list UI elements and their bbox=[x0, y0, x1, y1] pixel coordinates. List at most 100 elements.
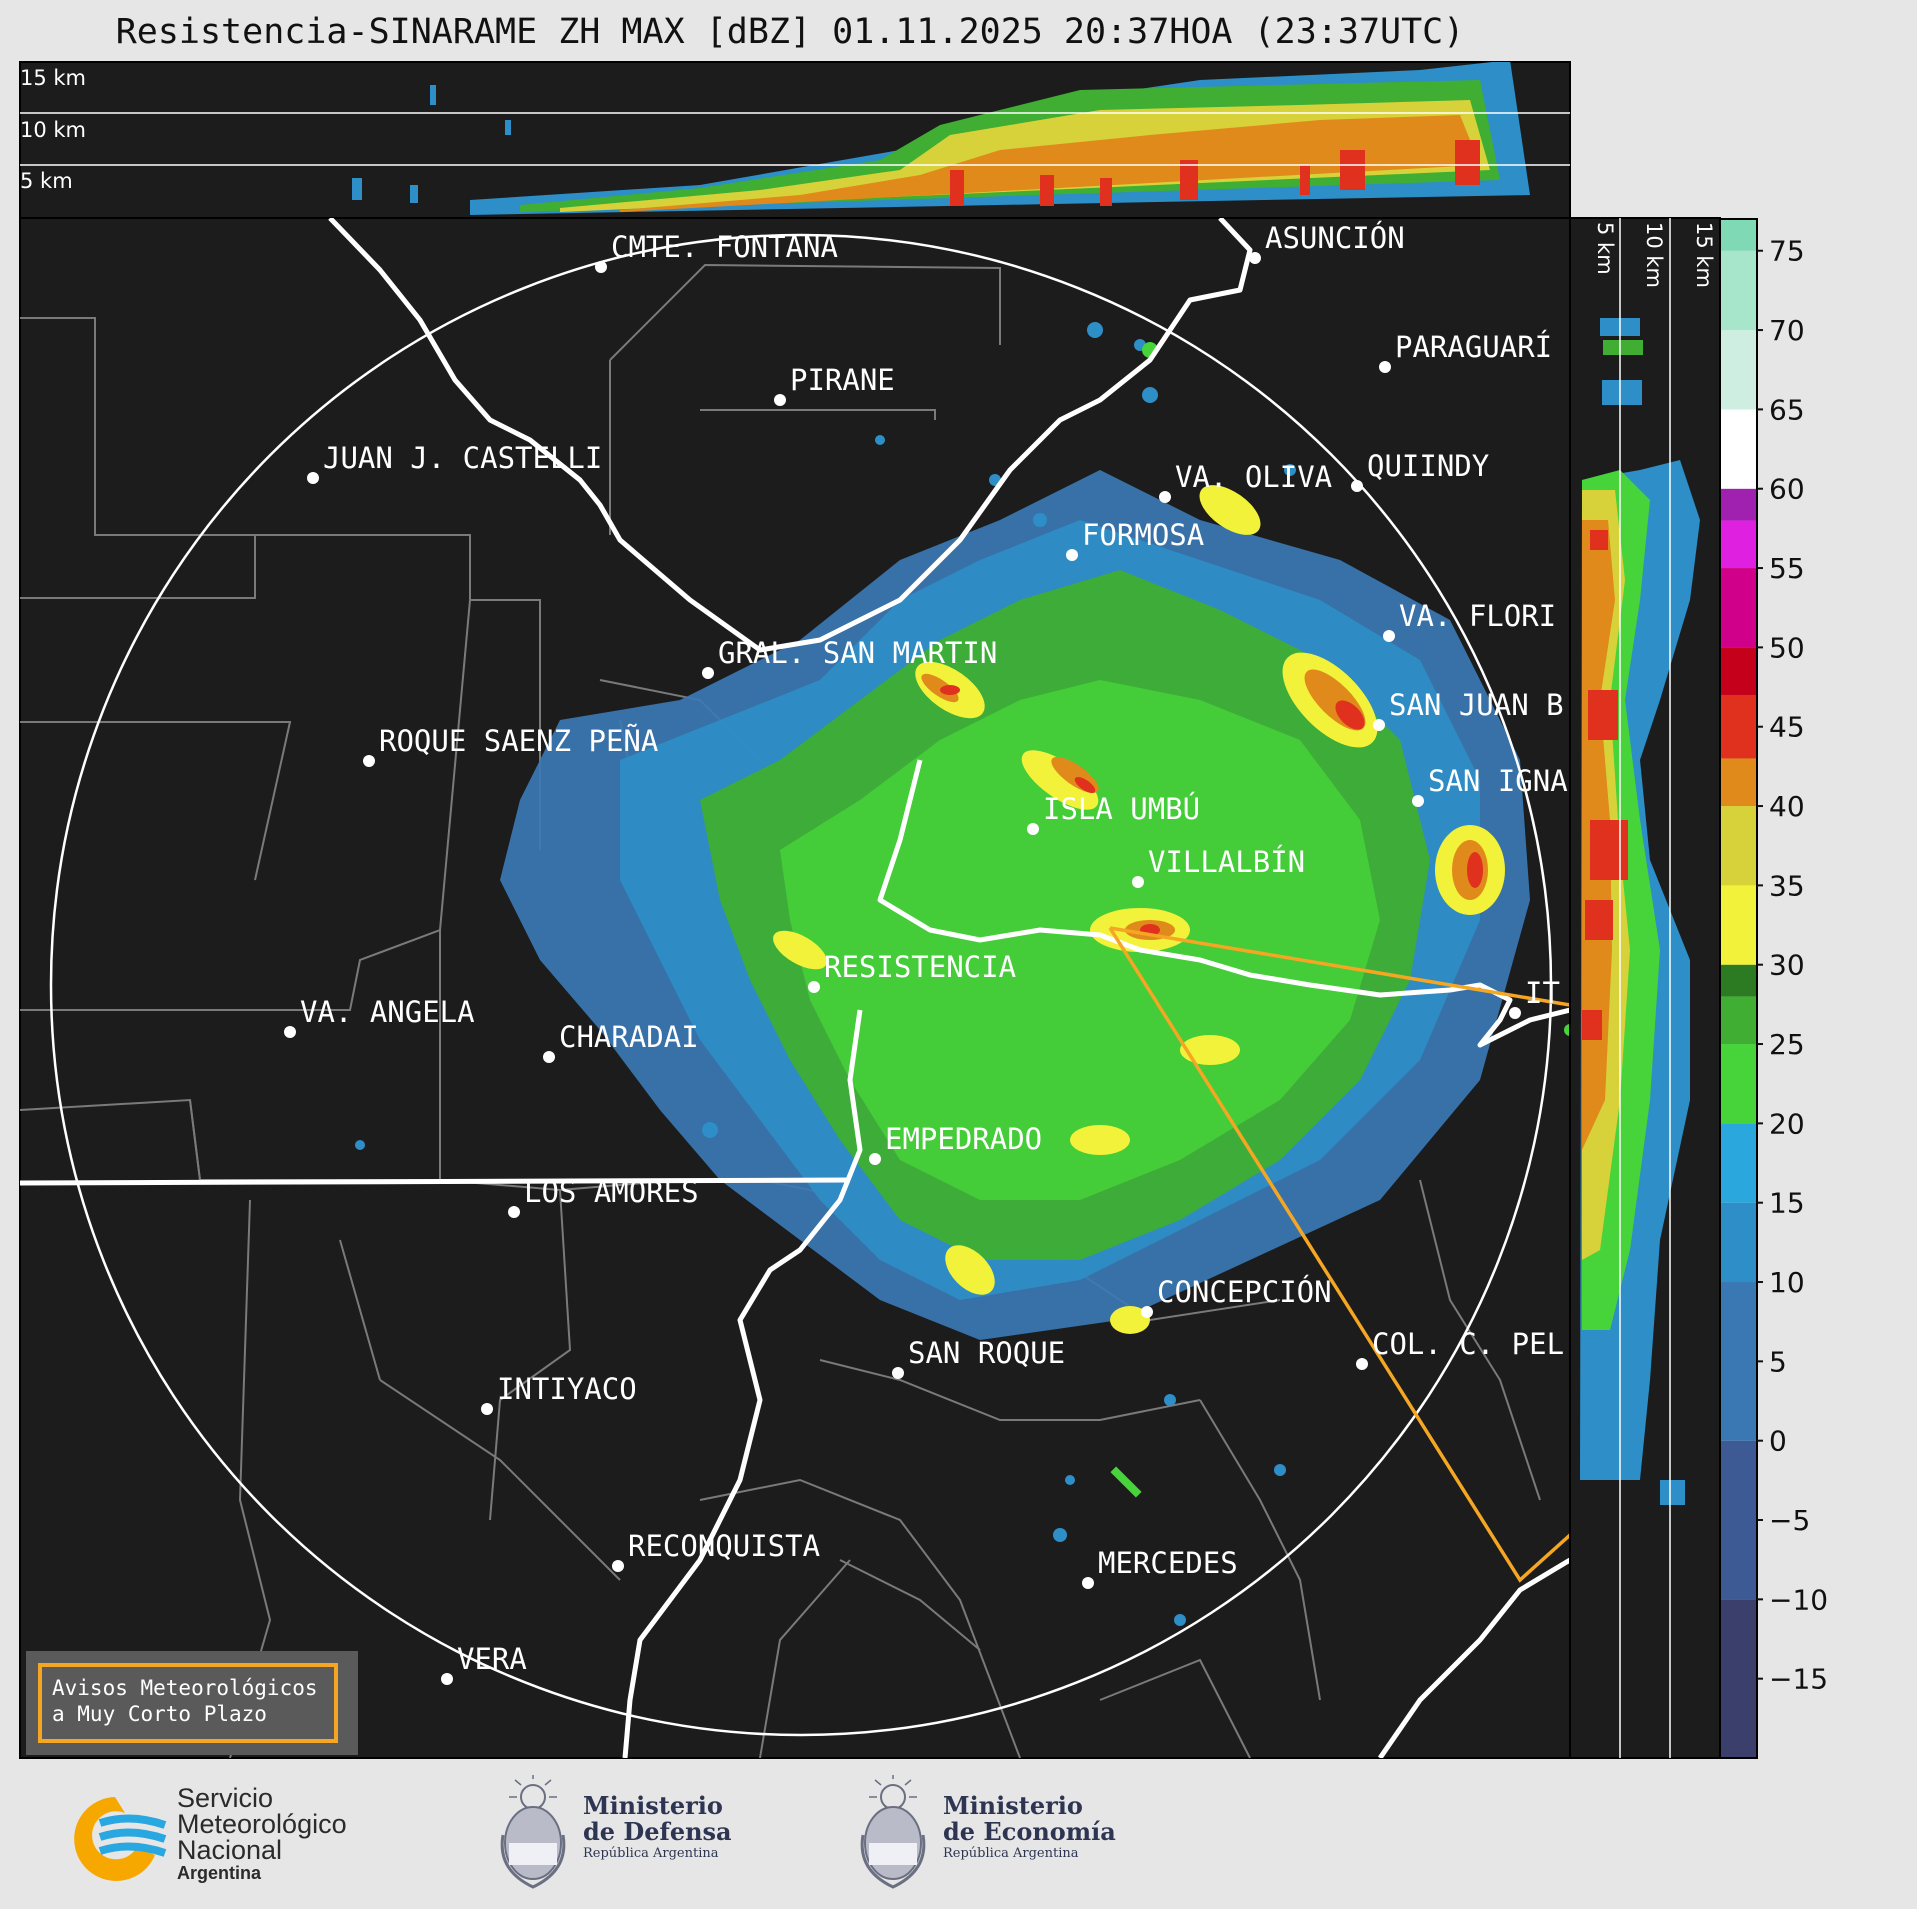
colorbar-tick-label: 25 bbox=[1769, 1028, 1805, 1061]
range-ring bbox=[49, 233, 1553, 1737]
city-marker: FORMOSA bbox=[1066, 518, 1204, 561]
city-name: COL. C. PEL bbox=[1372, 1327, 1564, 1361]
colorbar-segment bbox=[1720, 330, 1757, 410]
right-height-label-15: 15 km bbox=[1692, 222, 1716, 288]
colorbar-segment bbox=[1720, 1044, 1757, 1124]
city-name: PARAGUARÍ bbox=[1395, 330, 1552, 364]
national-shield-icon bbox=[500, 1775, 566, 1889]
smn-line4: Argentina bbox=[177, 1863, 262, 1883]
city-marker: SAN ROQUE bbox=[892, 1336, 1065, 1379]
city-dot bbox=[1509, 1007, 1521, 1019]
defensa-logo: Ministerio de Defensa República Argentin… bbox=[495, 1775, 765, 1895]
city-dot bbox=[1412, 795, 1424, 807]
city-name: EMPEDRADO bbox=[885, 1122, 1042, 1156]
city-name: ROQUE SAENZ PEÑA bbox=[379, 724, 658, 758]
colorbar-tick-label: 5 bbox=[1769, 1345, 1787, 1378]
city-marker: IT bbox=[1509, 976, 1560, 1019]
city-dot bbox=[1027, 823, 1039, 835]
top-height-label-5: 5 km bbox=[20, 169, 73, 193]
city-dot bbox=[1373, 719, 1385, 731]
city-marker: ISLA UMBÚ bbox=[1027, 792, 1200, 835]
colorbar-segment bbox=[1720, 694, 1757, 759]
city-dot bbox=[892, 1367, 904, 1379]
colorbar-segment bbox=[1720, 568, 1757, 648]
city-marker: EMPEDRADO bbox=[869, 1122, 1042, 1165]
city-marker: VA. FLORI bbox=[1383, 599, 1556, 642]
city-name: MERCEDES bbox=[1098, 1546, 1238, 1580]
city-name: GRAL. SAN MARTIN bbox=[718, 636, 997, 670]
colorbar bbox=[1720, 219, 1757, 1758]
city-dot bbox=[284, 1026, 296, 1038]
right-height-label-5: 5 km bbox=[1593, 222, 1617, 275]
city-marker: ASUNCIÓN bbox=[1249, 221, 1405, 264]
city-name: QUIINDY bbox=[1367, 449, 1489, 483]
economia-line3: República Argentina bbox=[943, 1846, 1079, 1861]
city-marker: GRAL. SAN MARTIN bbox=[702, 636, 997, 679]
city-name: SAN JUAN B bbox=[1389, 688, 1564, 722]
city-name: VA. OLIVA bbox=[1175, 460, 1332, 494]
city-marker: VILLALBÍN bbox=[1132, 845, 1305, 888]
city-dot bbox=[508, 1206, 520, 1218]
colorbar-segment bbox=[1720, 647, 1757, 695]
city-name: ASUNCIÓN bbox=[1265, 221, 1405, 255]
national-shield-icon bbox=[860, 1775, 926, 1889]
city-marker: SAN IGNA bbox=[1412, 764, 1568, 807]
city-marker: CONCEPCIÓN bbox=[1141, 1275, 1332, 1318]
colorbar-segment bbox=[1720, 885, 1757, 965]
city-name: VA. FLORI bbox=[1399, 599, 1556, 633]
colorbar-tick-label: 60 bbox=[1769, 473, 1805, 506]
city-dot bbox=[1379, 361, 1391, 373]
colorbar-segment bbox=[1720, 219, 1757, 251]
colorbar-segment bbox=[1720, 758, 1757, 807]
smn-line2: Meteorológico bbox=[177, 1809, 347, 1839]
colorbar-tick-label: 65 bbox=[1769, 393, 1805, 426]
economia-line1: Ministerio bbox=[943, 1791, 1083, 1820]
city-name: IT bbox=[1525, 976, 1560, 1010]
city-dot bbox=[1249, 252, 1261, 264]
avisos-box[interactable]: Avisos Meteorológicos a Muy Corto Plazo bbox=[38, 1663, 338, 1743]
warning-polygon-edge-south bbox=[1108, 927, 1570, 1583]
colorbar-tick-label: 30 bbox=[1769, 949, 1805, 982]
city-marker: PIRANE bbox=[774, 363, 895, 406]
city-labels: CMTE. FONTANA ASUNCIÓN PARAGUARÍ PIRANE JUAN… bbox=[284, 221, 1568, 1685]
avisos-line2: a Muy Corto Plazo bbox=[52, 1702, 267, 1726]
city-dot bbox=[774, 394, 786, 406]
city-dot bbox=[1066, 549, 1078, 561]
colorbar-tick-label: 70 bbox=[1769, 314, 1805, 347]
right-height-label-10: 10 km bbox=[1642, 222, 1666, 288]
chart-title: Resistencia-SINARAME ZH MAX [dBZ] 01.11.… bbox=[115, 12, 1465, 52]
city-name: RESISTENCIA bbox=[824, 950, 1016, 984]
city-name: LOS AMORES bbox=[524, 1175, 699, 1209]
city-name: CMTE. FONTANA bbox=[611, 230, 838, 264]
warning-polygon-edge-north bbox=[1109, 926, 1570, 1007]
city-dot bbox=[1351, 480, 1363, 492]
colorbar-segment bbox=[1720, 1599, 1757, 1758]
colorbar-tick-label: 15 bbox=[1769, 1187, 1805, 1220]
city-dot bbox=[363, 755, 375, 767]
smn-logo: Servicio Meteorológico Nacional Argentin… bbox=[55, 1785, 395, 1885]
colorbar-tick-label: −10 bbox=[1769, 1583, 1828, 1616]
right-profile-echoes bbox=[1580, 318, 1700, 1505]
city-name: VILLALBÍN bbox=[1148, 845, 1305, 879]
city-name: SAN IGNA bbox=[1428, 764, 1568, 798]
city-dot bbox=[612, 1560, 624, 1572]
colorbar-tick-label: 20 bbox=[1769, 1107, 1805, 1140]
city-dot bbox=[702, 667, 714, 679]
city-name: VA. ANGELA bbox=[300, 995, 475, 1029]
city-dot bbox=[441, 1673, 453, 1685]
smn-line3: Nacional bbox=[177, 1835, 283, 1865]
colorbar-tick-label: −5 bbox=[1769, 1504, 1810, 1537]
city-marker: INTIYACO bbox=[481, 1372, 637, 1415]
city-marker: LOS AMORES bbox=[508, 1175, 699, 1218]
colorbar-segment bbox=[1720, 1202, 1757, 1283]
city-dot bbox=[595, 261, 607, 273]
top-height-label-15: 15 km bbox=[20, 66, 86, 90]
colorbar-tick-label: 40 bbox=[1769, 790, 1805, 823]
city-dot bbox=[1082, 1577, 1094, 1589]
city-marker: VA. OLIVA bbox=[1159, 460, 1332, 503]
city-name: FORMOSA bbox=[1082, 518, 1204, 552]
city-name: VERA bbox=[457, 1642, 527, 1676]
radar-echoes bbox=[355, 322, 1570, 1626]
